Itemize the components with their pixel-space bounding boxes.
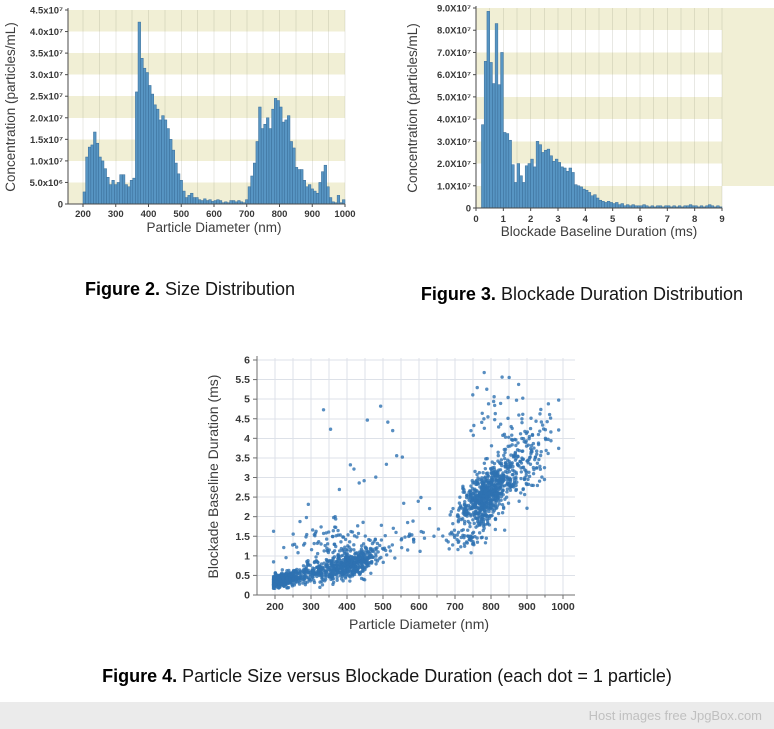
svg-text:5.0X10⁷: 5.0X10⁷ <box>437 92 471 103</box>
svg-text:3.0x10⁷: 3.0x10⁷ <box>30 70 63 81</box>
svg-text:800: 800 <box>482 601 500 613</box>
svg-text:400: 400 <box>141 209 157 220</box>
svg-text:Blockade Baseline Duration (ms: Blockade Baseline Duration (ms) <box>205 375 221 579</box>
size-vs-duration-scatter-plot: 0 0.5 1 1.5 2 2.5 3 3.5 4 4.5 5 5.5 6 200 300 400 500 600… <box>205 355 575 632</box>
svg-text:3.5x10⁷: 3.5x10⁷ <box>30 49 63 60</box>
svg-text:0: 0 <box>244 590 250 602</box>
svg-text:0: 0 <box>58 200 63 211</box>
svg-text:5.5: 5.5 <box>235 374 250 386</box>
axes <box>65 8 346 207</box>
svg-text:1000: 1000 <box>334 209 355 220</box>
svg-text:7: 7 <box>665 214 670 225</box>
figure4-caption-label: Figure 4. <box>102 666 178 686</box>
svg-text:500: 500 <box>374 601 392 613</box>
svg-text:0: 0 <box>473 214 478 225</box>
svg-text:8: 8 <box>692 214 697 225</box>
figure2-caption: Figure 2. Size Distribution <box>0 279 380 300</box>
svg-text:1: 1 <box>244 550 250 562</box>
svg-text:6: 6 <box>244 355 250 367</box>
svg-text:200: 200 <box>75 209 91 220</box>
footer-bar: Host images free JpgBox.com <box>0 702 774 729</box>
svg-text:9: 9 <box>719 214 724 225</box>
svg-text:700: 700 <box>239 209 255 220</box>
svg-text:5.0x10⁶: 5.0x10⁶ <box>30 178 63 189</box>
figure3-caption: Figure 3. Blockade Duration Distribution <box>390 284 774 305</box>
svg-text:9.0X10⁷: 9.0X10⁷ <box>437 4 471 15</box>
svg-text:900: 900 <box>304 209 320 220</box>
svg-text:200: 200 <box>266 601 284 613</box>
figure2-caption-text: Size Distribution <box>159 279 296 299</box>
svg-text:2: 2 <box>244 511 250 523</box>
svg-text:600: 600 <box>410 601 428 613</box>
svg-text:0: 0 <box>466 204 471 215</box>
svg-text:3: 3 <box>555 214 560 225</box>
svg-text:4: 4 <box>244 433 250 445</box>
svg-text:5: 5 <box>244 394 250 406</box>
svg-text:500: 500 <box>173 209 189 220</box>
svg-text:6.0X10⁷: 6.0X10⁷ <box>437 70 471 81</box>
svg-text:2: 2 <box>528 214 533 225</box>
figure4-caption-text: Particle Size versus Blockade Duration (… <box>177 666 672 686</box>
svg-text:1: 1 <box>501 214 507 225</box>
svg-text:5: 5 <box>610 214 616 225</box>
svg-text:7.0X10⁷: 7.0X10⁷ <box>437 48 471 59</box>
svg-text:1.5: 1.5 <box>235 531 250 543</box>
figure4-caption: Figure 4. Particle Size versus Blockade … <box>0 666 774 687</box>
figure3-caption-text: Blockade Duration Distribution <box>495 284 744 304</box>
svg-text:4.5: 4.5 <box>235 413 250 425</box>
svg-text:900: 900 <box>518 601 536 613</box>
svg-text:4: 4 <box>583 214 589 225</box>
figure3-caption-label: Figure 3. <box>420 284 496 304</box>
figure2-caption-label: Figure 2. <box>84 279 160 299</box>
plot-stripes <box>68 10 345 204</box>
svg-text:Concentration (particles/mL): Concentration (particles/mL) <box>3 22 18 192</box>
svg-text:400: 400 <box>338 601 356 613</box>
plot-stripes <box>476 8 774 208</box>
svg-text:3.5: 3.5 <box>235 452 250 464</box>
svg-text:1000: 1000 <box>551 601 575 613</box>
svg-text:4.0X10⁷: 4.0X10⁷ <box>437 115 471 126</box>
svg-text:1.5x10⁷: 1.5x10⁷ <box>30 135 63 146</box>
svg-text:300: 300 <box>302 601 320 613</box>
svg-text:2.0x10⁷: 2.0x10⁷ <box>30 113 63 124</box>
svg-text:800: 800 <box>272 209 288 220</box>
svg-text:4.0x10⁷: 4.0x10⁷ <box>30 27 63 38</box>
svg-text:Blockade Baseline Duration (ms: Blockade Baseline Duration (ms) <box>501 224 698 239</box>
svg-text:700: 700 <box>446 601 464 613</box>
svg-text:Particle Diameter (nm): Particle Diameter (nm) <box>146 220 281 235</box>
scatter-dots <box>271 370 561 591</box>
svg-text:8.0X10⁷: 8.0X10⁷ <box>437 26 471 37</box>
svg-text:3: 3 <box>244 472 250 484</box>
svg-text:1.0x10⁷: 1.0x10⁷ <box>30 156 63 167</box>
axes <box>253 356 575 599</box>
axes <box>473 6 723 211</box>
svg-text:600: 600 <box>206 209 222 220</box>
svg-text:1.0X10⁷: 1.0X10⁷ <box>437 181 471 192</box>
svg-text:6: 6 <box>637 214 642 225</box>
blockade-duration-histogram: 0 1.0X10⁷ 2.0X10⁷ 3.0X10⁷ 4.0X10⁷ 5.0X10⁷ 6.0X… <box>405 4 774 239</box>
svg-text:Particle Diameter (nm): Particle Diameter (nm) <box>349 616 489 632</box>
svg-text:2.5x10⁷: 2.5x10⁷ <box>30 92 63 103</box>
svg-text:2.5: 2.5 <box>235 492 250 504</box>
svg-text:300: 300 <box>108 209 124 220</box>
watermark-text: Host images free JpgBox.com <box>588 708 762 723</box>
svg-text:4.5x10⁷: 4.5x10⁷ <box>30 6 63 17</box>
svg-text:3.0X10⁷: 3.0X10⁷ <box>437 137 471 148</box>
svg-text:Concentration (particles/mL): Concentration (particles/mL) <box>405 23 420 193</box>
size-distribution-histogram: 0 5.0x10⁶ 1.0x10⁷ 1.5x10⁷ 2.0x10⁷ 2.5x10⁷ 3.0x… <box>3 6 356 236</box>
svg-text:2.0X10⁷: 2.0X10⁷ <box>437 159 471 170</box>
svg-text:0.5: 0.5 <box>235 570 250 582</box>
